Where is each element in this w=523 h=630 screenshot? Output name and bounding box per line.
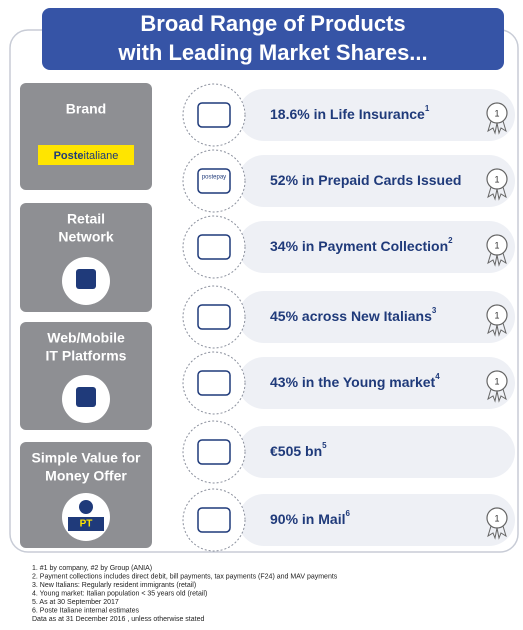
badge-text: PT [80,519,93,530]
row-main: 43% in the Young market [270,374,436,390]
medal-text: 1 [494,240,499,250]
logo: Posteitaliane [54,150,119,162]
page: Broad Range of Products with Leading Mar… [0,0,523,630]
footnote: 3. New Italians: Regularly resident immi… [32,582,196,589]
icon-shape [76,387,96,407]
row-text: €505 bn5 [270,441,327,459]
row-icon [183,216,245,278]
footnote: 2. Payment collections includes direct d… [32,573,338,580]
footnotes: 1. #1 by company, #2 by Group (ANIA)2. P… [32,565,338,623]
row-main: 34% in Payment Collection [270,238,448,254]
footnote-ref: 4 [435,372,440,381]
footnote: 6. Poste Italiane internal estimates [32,607,140,614]
logo-part: italiane [84,150,119,162]
row-icon [183,84,245,146]
pillar-label: Retail [67,211,105,227]
pillar-label: Simple Value for [32,450,141,466]
title-line: Broad Range of Products [140,11,405,36]
pillar-label: Brand [66,101,106,117]
footnote-ref: 2 [448,236,453,245]
footnote-ref: 1 [425,104,430,113]
row-main: 18.6% in Life Insurance [270,106,425,122]
row-text: 43% in the Young market4 [270,372,440,390]
medal-text: 1 [494,174,499,184]
row-main: 45% across New Italians [270,308,432,324]
medal-text: 1 [494,108,499,118]
footnote-ref: 6 [345,509,350,518]
icon-text: postepay [202,175,226,181]
row-main: 52% in Prepaid Cards Issued [270,172,461,188]
footnote: 5. As at 30 September 2017 [32,599,119,606]
pillars: Brand Posteitaliane Retail Network Web/Mobil… [20,83,152,548]
row-icon [183,352,245,414]
row-main: 90% in Mail [270,511,345,527]
pillar-label: Network [58,229,113,245]
row-icon [183,150,245,212]
icon-shape [76,269,96,289]
row-text: 18.6% in Life Insurance1 [270,104,430,122]
logo-part: Poste [54,150,84,162]
pillar-label: IT Platforms [46,348,127,364]
row-text: 52% in Prepaid Cards Issued [270,172,461,188]
row-main: €505 bn [270,443,322,459]
medal-text: 1 [494,513,499,523]
row-text: 90% in Mail6 [270,509,350,527]
footnote-ref: 3 [432,306,437,315]
row-icon [183,286,245,348]
medal-text: 1 [494,310,499,320]
footnote: 4. Young market: Italian population < 35… [32,590,207,597]
footnote: 1. #1 by company, #2 by Group (ANIA) [32,565,152,572]
row-text: 34% in Payment Collection2 [270,236,453,254]
medal-text: 1 [494,376,499,386]
title-line: with Leading Market Shares... [117,40,427,65]
row-icon [183,489,245,551]
pillar-box [20,83,152,190]
row-text: 45% across New Italians3 [270,306,437,324]
pillar-label: Money Offer [45,468,127,484]
footnote: Data as at 31 December 2016 , unless oth… [32,616,204,623]
row-icon [183,421,245,483]
pillar-label: Web/Mobile [47,330,125,346]
footnote-ref: 5 [322,441,327,450]
person-head [79,500,93,514]
